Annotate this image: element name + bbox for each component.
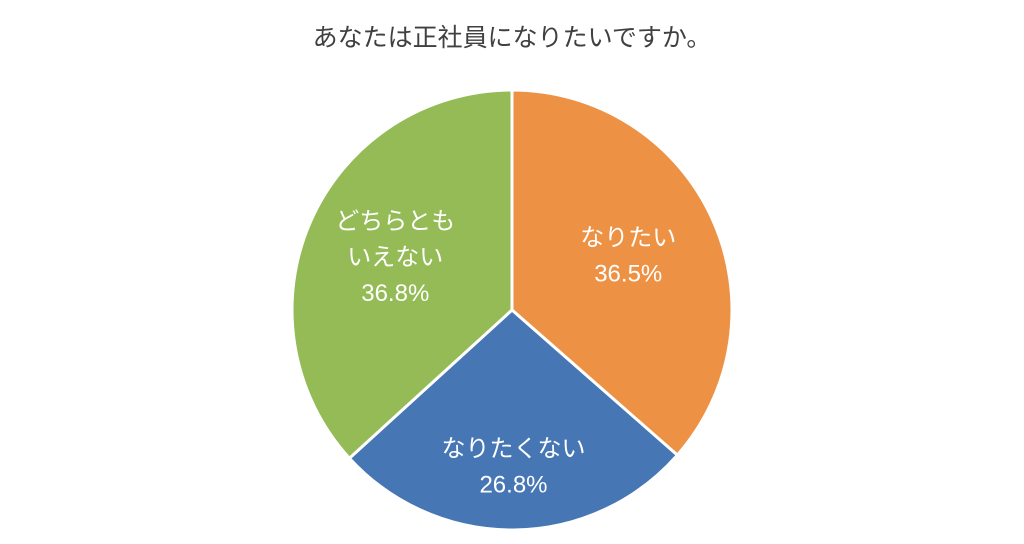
slice-label-1-0: なりたくない	[441, 436, 585, 463]
slice-label-0-0: なりたい	[580, 225, 676, 252]
chart-container: あなたは正社員になりたいですか。 なりたい 36.5% なりたくない 26.8% どちら…	[0, 0, 1024, 544]
slice-value-2: 36.8%	[361, 280, 429, 307]
slice-label-2-1: いえない	[347, 244, 443, 271]
chart-title: あなたは正社員になりたいですか。	[0, 18, 1024, 54]
slice-value-1: 26.8%	[479, 472, 547, 499]
slice-label-2-0: どちらとも	[335, 208, 455, 235]
pie-chart: なりたい 36.5% なりたくない 26.8% どちらともいえない 36.8%	[282, 80, 742, 540]
slice-value-0: 36.5%	[594, 261, 662, 288]
